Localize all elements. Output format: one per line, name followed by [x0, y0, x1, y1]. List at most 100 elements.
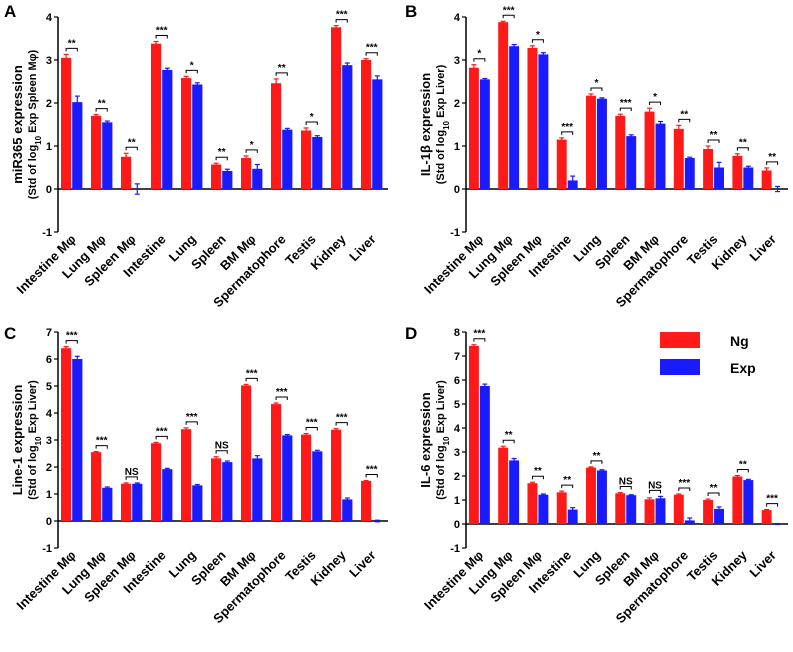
- y-tick-label: 3: [46, 435, 52, 447]
- bar-exp: [222, 462, 233, 521]
- bar-ng: [673, 494, 684, 524]
- chart-panel-c: C Line-1 expression (Std of log10 Exp Live…: [4, 324, 388, 626]
- x-category-label: Liver: [746, 548, 779, 581]
- legend-label-exp: Exp: [730, 360, 756, 376]
- significance-label: ***: [306, 418, 318, 429]
- significance-bracket: [473, 58, 486, 62]
- bar-ng: [331, 27, 342, 189]
- significance-label: **: [68, 38, 76, 49]
- y-tick-label: 1: [454, 141, 460, 153]
- y-axis-subtitle: (Std of log10 Exp Spleen Mφ): [27, 49, 43, 199]
- significance-label: ***: [336, 10, 348, 21]
- significance-bracket: [649, 101, 661, 106]
- bar-ng: [61, 57, 72, 189]
- bar-ng: [586, 467, 596, 524]
- significance-label: **: [563, 475, 571, 486]
- bar-exp: [162, 69, 173, 189]
- significance-bracket: [766, 503, 779, 507]
- panel-letter: C: [4, 324, 16, 343]
- bar-ng: [151, 443, 162, 521]
- legend-label-ng: Ng: [730, 333, 749, 349]
- y-tick-label: 1: [46, 141, 52, 153]
- bar-ng: [761, 510, 772, 524]
- significance-label: **: [98, 99, 106, 110]
- y-tick-label: 5: [454, 399, 460, 411]
- y-tick-label: 1: [454, 495, 460, 507]
- bar-exp: [222, 170, 233, 189]
- bar-ng: [732, 155, 743, 189]
- significance-bracket: [245, 149, 258, 153]
- bar-ng: [271, 404, 282, 521]
- bar-ng: [527, 483, 538, 524]
- y-tick-label: 7: [454, 351, 460, 363]
- bar-ng: [556, 139, 567, 189]
- bar-ng: [498, 447, 509, 524]
- bar-ng: [301, 130, 312, 189]
- significance-bracket: [95, 108, 108, 112]
- significance-label: NS: [125, 467, 139, 478]
- significance-bracket: [678, 487, 691, 491]
- y-tick-label: -1: [450, 543, 460, 555]
- bar-exp: [72, 102, 83, 189]
- y-tick-label: 2: [454, 471, 460, 483]
- significance-bracket: [65, 340, 78, 344]
- y-tick-label: 4: [454, 423, 461, 435]
- significance-label: ***: [503, 5, 515, 16]
- bar-ng: [241, 385, 252, 521]
- significance-label: ***: [366, 465, 378, 476]
- bar-exp: [162, 469, 173, 521]
- significance-label: ***: [96, 436, 108, 447]
- significance-bracket: [619, 107, 632, 112]
- bar-ng: [91, 452, 102, 521]
- bar-exp: [342, 65, 353, 189]
- bar-exp: [192, 485, 203, 521]
- bar-exp: [312, 136, 323, 189]
- bar-exp: [655, 123, 666, 189]
- significance-bracket: [736, 469, 749, 473]
- bar-ng: [468, 67, 479, 189]
- y-tick-label: 4: [46, 408, 53, 420]
- bar-exp: [538, 494, 549, 524]
- significance-bracket: [215, 156, 228, 161]
- y-tick-label: 3: [454, 447, 460, 459]
- significance-bracket: [275, 396, 288, 401]
- significance-bracket: [707, 139, 720, 143]
- bar-ng: [527, 47, 538, 190]
- bar-ng: [498, 22, 509, 189]
- y-axis-subtitle: (Std of log10 Exp Liver): [435, 380, 451, 500]
- bar-ng: [703, 500, 714, 524]
- y-tick-label: 8: [454, 327, 460, 339]
- significance-label: ***: [156, 26, 168, 37]
- bar-exp: [509, 460, 520, 524]
- bar-exp: [132, 483, 143, 521]
- bar-exp: [342, 499, 353, 521]
- bar-ng: [615, 493, 626, 524]
- significance-bracket: [95, 445, 108, 449]
- significance-label: ***: [246, 368, 258, 379]
- significance-label: **: [505, 430, 513, 441]
- bar-exp: [743, 480, 754, 524]
- y-tick-label: 0: [46, 184, 52, 196]
- bar-ng: [181, 78, 192, 189]
- bar-ng: [556, 492, 567, 524]
- significance-bracket: [561, 484, 574, 489]
- significance-label: *: [250, 140, 254, 151]
- y-tick-label: 7: [46, 327, 52, 339]
- bar-ng: [181, 429, 192, 521]
- significance-bracket: [185, 421, 198, 425]
- bar-exp: [102, 122, 113, 189]
- bar-exp: [684, 158, 695, 189]
- bar-ng: [151, 43, 162, 189]
- y-tick-label: 6: [454, 375, 460, 387]
- significance-label: ***: [366, 43, 378, 54]
- significance-bracket: [335, 19, 348, 23]
- bar-exp: [312, 451, 323, 521]
- bar-ng: [301, 434, 312, 521]
- x-category-label: Liver: [346, 232, 379, 265]
- legend: Ng Exp: [660, 332, 756, 376]
- y-tick-label: 3: [454, 55, 460, 67]
- y-tick-label: 6: [46, 354, 52, 366]
- bar-exp: [714, 167, 725, 189]
- legend-swatch-ng: [660, 332, 700, 348]
